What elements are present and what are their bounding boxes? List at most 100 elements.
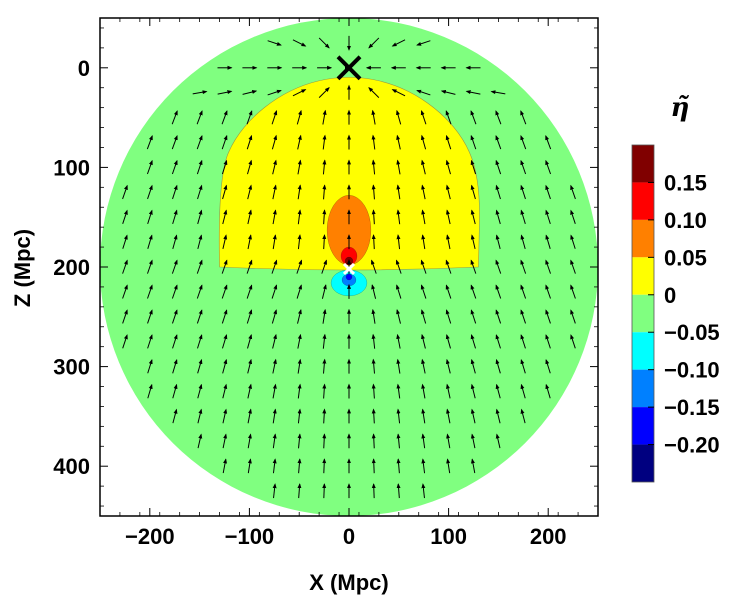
- marker-stroke: [342, 262, 356, 276]
- velocity-arrow: [368, 37, 380, 49]
- velocity-arrow: [545, 309, 551, 324]
- velocity-arrow: [297, 184, 302, 200]
- velocity-arrow: [246, 309, 253, 324]
- velocity-arrow: [421, 184, 426, 200]
- velocity-arrow: [318, 37, 330, 49]
- velocity-arrow: [297, 333, 302, 349]
- colorbar-segment: [632, 257, 654, 295]
- colorbar-segment: [632, 294, 654, 333]
- velocity-arrow: [222, 209, 228, 225]
- velocity-arrow: [520, 309, 527, 324]
- velocity-arrow: [445, 159, 451, 175]
- velocity-arrow: [196, 110, 203, 125]
- velocity-arrow: [272, 209, 277, 225]
- velocity-arrow: [396, 209, 401, 225]
- velocity-arrow: [122, 334, 128, 349]
- velocity-arrow: [247, 184, 253, 200]
- velocity-arrow: [421, 234, 426, 250]
- velocity-arrow: [421, 333, 426, 349]
- velocity-arrow: [322, 358, 327, 374]
- velocity-arrow: [171, 110, 178, 125]
- velocity-arrow: [395, 284, 402, 299]
- velocity-arrow: [247, 408, 252, 424]
- velocity-arrow: [122, 209, 128, 224]
- velocity-arrow: [520, 284, 527, 299]
- marker-observer: [336, 55, 362, 81]
- velocity-arrow: [222, 234, 228, 250]
- velocity-arrow: [420, 309, 427, 324]
- velocity-arrow: [322, 184, 327, 200]
- velocity-arrow: [267, 40, 282, 46]
- velocity-arrow: [322, 109, 327, 125]
- y-tick-label: 400: [53, 454, 90, 479]
- velocity-arrow: [172, 358, 178, 374]
- velocity-arrow: [396, 309, 401, 324]
- velocity-arrow: [197, 209, 203, 225]
- velocity-arrow: [267, 89, 282, 96]
- colorbar-segment: [632, 182, 654, 220]
- velocity-arrow: [470, 184, 476, 200]
- velocity-arrow: [545, 358, 551, 374]
- velocity-arrow: [242, 90, 258, 95]
- velocity-arrow: [421, 458, 426, 474]
- colorbar-frame: [631, 144, 655, 483]
- velocity-arrow: [420, 134, 427, 150]
- velocity-arrow: [421, 209, 426, 225]
- velocity-arrow: [147, 259, 153, 274]
- velocity-arrow: [297, 458, 302, 474]
- velocity-arrow: [396, 383, 401, 399]
- velocity-arrow: [520, 184, 526, 200]
- colorbar-segment: [632, 219, 654, 258]
- velocity-arrow: [545, 284, 551, 299]
- x-tick-label: 100: [430, 524, 467, 549]
- velocity-arrow: [147, 309, 153, 324]
- velocity-arrow: [470, 110, 477, 125]
- velocity-arrow: [520, 408, 526, 424]
- velocity-arrow: [197, 383, 203, 399]
- velocity-arrow: [322, 383, 327, 399]
- velocity-arrow: [371, 134, 376, 150]
- velocity-arrow: [171, 134, 178, 150]
- velocity-arrow: [172, 334, 178, 349]
- velocity-arrow: [371, 259, 377, 274]
- velocity-arrow: [495, 110, 502, 125]
- velocity-arrow: [396, 483, 401, 499]
- velocity-arrow: [197, 408, 203, 424]
- plot-area: [100, 18, 598, 516]
- velocity-arrow: [297, 433, 302, 449]
- velocity-arrow: [271, 134, 278, 150]
- velocity-arrow: [171, 284, 178, 299]
- velocity-arrow: [247, 358, 253, 374]
- velocity-arrow: [222, 383, 228, 399]
- velocity-arrow: [495, 284, 502, 299]
- velocity-arrow: [146, 159, 153, 175]
- velocity-arrow: [322, 209, 327, 225]
- vector-field: [122, 35, 576, 499]
- marker-stroke: [336, 55, 362, 81]
- velocity-arrow: [446, 408, 451, 424]
- velocity-arrow: [196, 284, 203, 299]
- velocity-arrow: [297, 309, 302, 324]
- velocity-arrow: [545, 184, 551, 200]
- velocity-arrow: [445, 134, 452, 150]
- velocity-arrow: [296, 109, 302, 125]
- x-axis-label: X (Mpc): [309, 570, 388, 595]
- velocity-arrow: [570, 259, 576, 274]
- velocity-arrow: [520, 358, 526, 374]
- velocity-arrow: [371, 209, 376, 225]
- velocity-arrow: [446, 383, 451, 399]
- colorbar-segment: [632, 444, 654, 482]
- velocity-arrow: [470, 358, 476, 374]
- velocity-arrow: [147, 234, 153, 249]
- velocity-arrow: [322, 333, 327, 349]
- velocity-arrow: [221, 309, 228, 324]
- velocity-arrow: [222, 458, 228, 474]
- velocity-arrow: [272, 159, 277, 175]
- velocity-arrow: [545, 159, 552, 175]
- velocity-arrow: [396, 109, 402, 125]
- axes: −200 −100 0 100 200 0 100 200 300 400: [53, 18, 599, 549]
- velocity-arrow: [440, 90, 456, 95]
- velocity-arrow: [396, 333, 401, 349]
- velocity-arrow: [445, 209, 451, 225]
- velocity-arrow: [292, 89, 307, 97]
